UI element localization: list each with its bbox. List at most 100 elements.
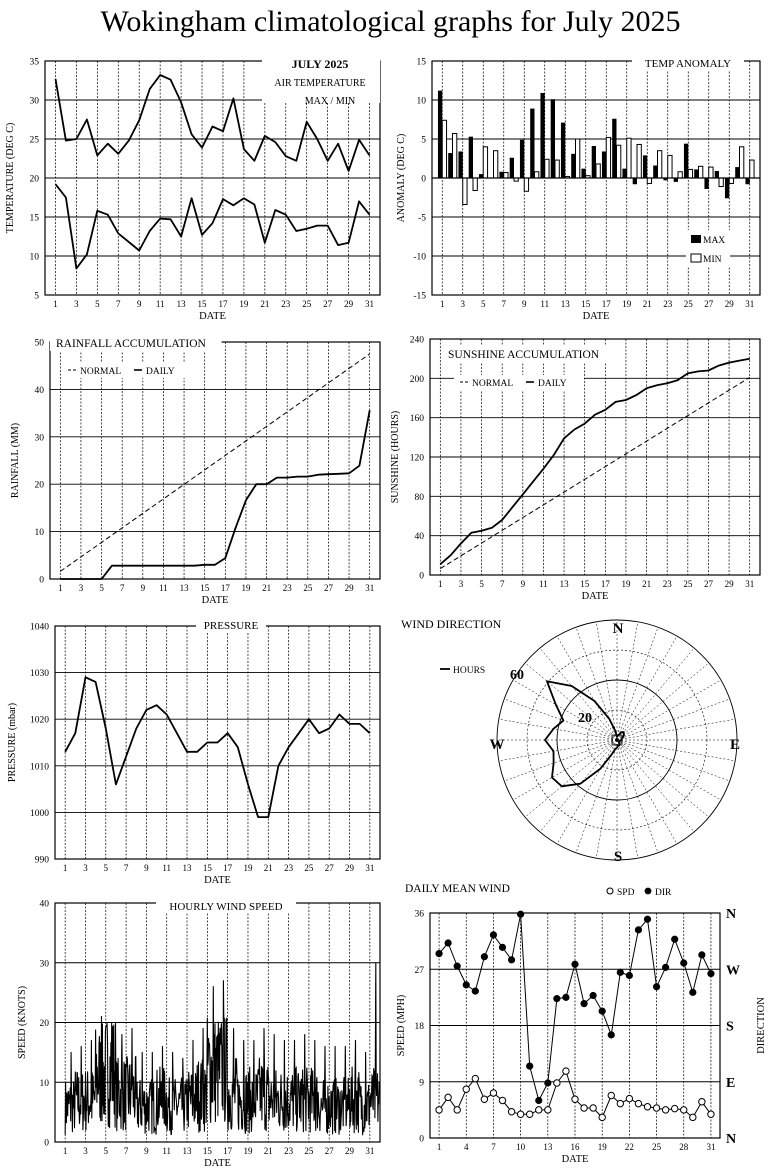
spd-point: [670, 1104, 679, 1113]
spd-point: [544, 1106, 552, 1114]
dir-point: [689, 988, 697, 996]
x-tick-label: 1: [440, 299, 445, 309]
x-tick-label: 25: [302, 299, 312, 309]
spd-point: [462, 1085, 470, 1093]
y-tick-label: 0: [39, 576, 44, 586]
y-axis-label: SPEED (MPH): [396, 995, 407, 1056]
legend-dir-swatch: [644, 887, 652, 895]
daily_mean_wind-chart: 1 4 7 10 13 16 19 22 25 28 31 0 9 18 27 36 DATE SPEED (MP…: [396, 883, 767, 1165]
x-tick-label: 9: [521, 579, 526, 589]
x-tick-label: 23: [284, 863, 294, 873]
x-tick-label: 11: [156, 299, 165, 309]
compass-n-label: N: [613, 621, 624, 637]
y-tick-label: 1030: [30, 669, 49, 679]
spoke: [616, 647, 695, 741]
x-tick-label: 15: [580, 579, 590, 589]
legend-hours-label: HOURS: [453, 666, 485, 676]
spd-point: [516, 1110, 525, 1118]
x-tick-label: 25: [304, 863, 314, 873]
x-tick-label: 13: [543, 1142, 553, 1152]
bar-max: [550, 99, 555, 178]
x-tick-label: 3: [83, 863, 88, 873]
x-tick-label: 19: [239, 299, 249, 309]
y-axis-label: SPEED (KNOTS): [17, 986, 28, 1059]
y-tick-label: 0: [44, 1139, 49, 1149]
compass-w-label: W: [490, 737, 505, 753]
y-tick-label: 27: [415, 966, 425, 976]
spd-point: [589, 1104, 597, 1112]
bar-min: [462, 177, 468, 206]
bar-max: [704, 178, 709, 189]
y2-axis-label: DIRECTION: [756, 997, 767, 1054]
x-tick-label: 5: [479, 579, 484, 589]
bar-max: [653, 165, 658, 178]
dir-point: [671, 935, 679, 943]
x-tick-label: 3: [74, 299, 79, 309]
x-tick-label: 21: [264, 1146, 273, 1156]
x-tick-label: 29: [344, 299, 354, 309]
x-tick-label: 25: [304, 1146, 314, 1156]
legend-box: [62, 363, 192, 378]
spd-point: [661, 1106, 670, 1114]
spoke: [575, 739, 618, 853]
x-tick-label: 7: [116, 299, 121, 309]
spd-point: [680, 1106, 688, 1114]
title-box: [442, 346, 614, 362]
plot-frame: [44, 60, 381, 296]
spd-point: [634, 1099, 643, 1108]
dir-point: [589, 991, 597, 1000]
x-tick-label: 19: [621, 579, 631, 589]
x-tick-label: 9: [137, 299, 142, 309]
y-tick-label: 50: [35, 339, 45, 349]
series-min-line: [54, 183, 371, 270]
spd-point: [489, 1089, 498, 1097]
x-tick-label: 25: [303, 583, 313, 593]
legend-daily-label: DAILY: [538, 379, 567, 389]
spoke: [616, 621, 639, 741]
title-box: [156, 897, 296, 913]
spd-point: [507, 1108, 516, 1116]
x-tick-label: 29: [345, 863, 355, 873]
x-tick-label: 1: [437, 1142, 442, 1152]
x-tick-label: 21: [264, 863, 273, 873]
y-tick-label: 200: [410, 375, 425, 385]
y-tick-label: 36: [415, 910, 425, 920]
x-tick-label: 31: [365, 863, 374, 873]
x-tick-label: 25: [652, 1142, 662, 1152]
spd-point: [598, 1113, 606, 1122]
series-daily-line: [60, 410, 371, 580]
bar-max: [683, 143, 689, 178]
spoke: [616, 739, 678, 845]
center-marker: [611, 734, 623, 746]
spoke: [498, 739, 618, 762]
dir-point: [453, 962, 461, 970]
y-tick-label: 9: [419, 1078, 424, 1088]
spd-point: [525, 1110, 534, 1118]
x-tick-label: 11: [162, 863, 171, 873]
y-tick-label: 10: [40, 1079, 50, 1089]
pressure-line: [64, 676, 371, 818]
chart-title: TEMP ANOMALY: [645, 58, 731, 70]
bar-min: [657, 150, 663, 179]
x-tick-label: 23: [284, 1146, 294, 1156]
bar-min: [441, 119, 448, 179]
y-tick-label: 15: [417, 58, 427, 68]
x-tick-label: 29: [725, 579, 735, 589]
bar-min: [739, 146, 745, 179]
title-box: [196, 617, 266, 633]
bar-max: [519, 139, 525, 178]
x-tick-label: 9: [141, 583, 146, 593]
bar-min: [616, 144, 622, 179]
y-tick-label: 0: [419, 1135, 424, 1145]
bar-max: [622, 168, 627, 178]
x-tick-label: 1: [63, 1146, 68, 1156]
bar-min: [554, 159, 560, 179]
bar-max: [714, 170, 719, 178]
hourly-speed-line: [64, 962, 381, 1136]
y-tick-label: 5: [34, 292, 39, 302]
spoke: [539, 647, 618, 741]
series-daily-line: [439, 357, 750, 565]
x-tick-label: 11: [540, 299, 549, 309]
dir-point: [680, 959, 688, 967]
y-tick-label: 1020: [30, 716, 49, 726]
